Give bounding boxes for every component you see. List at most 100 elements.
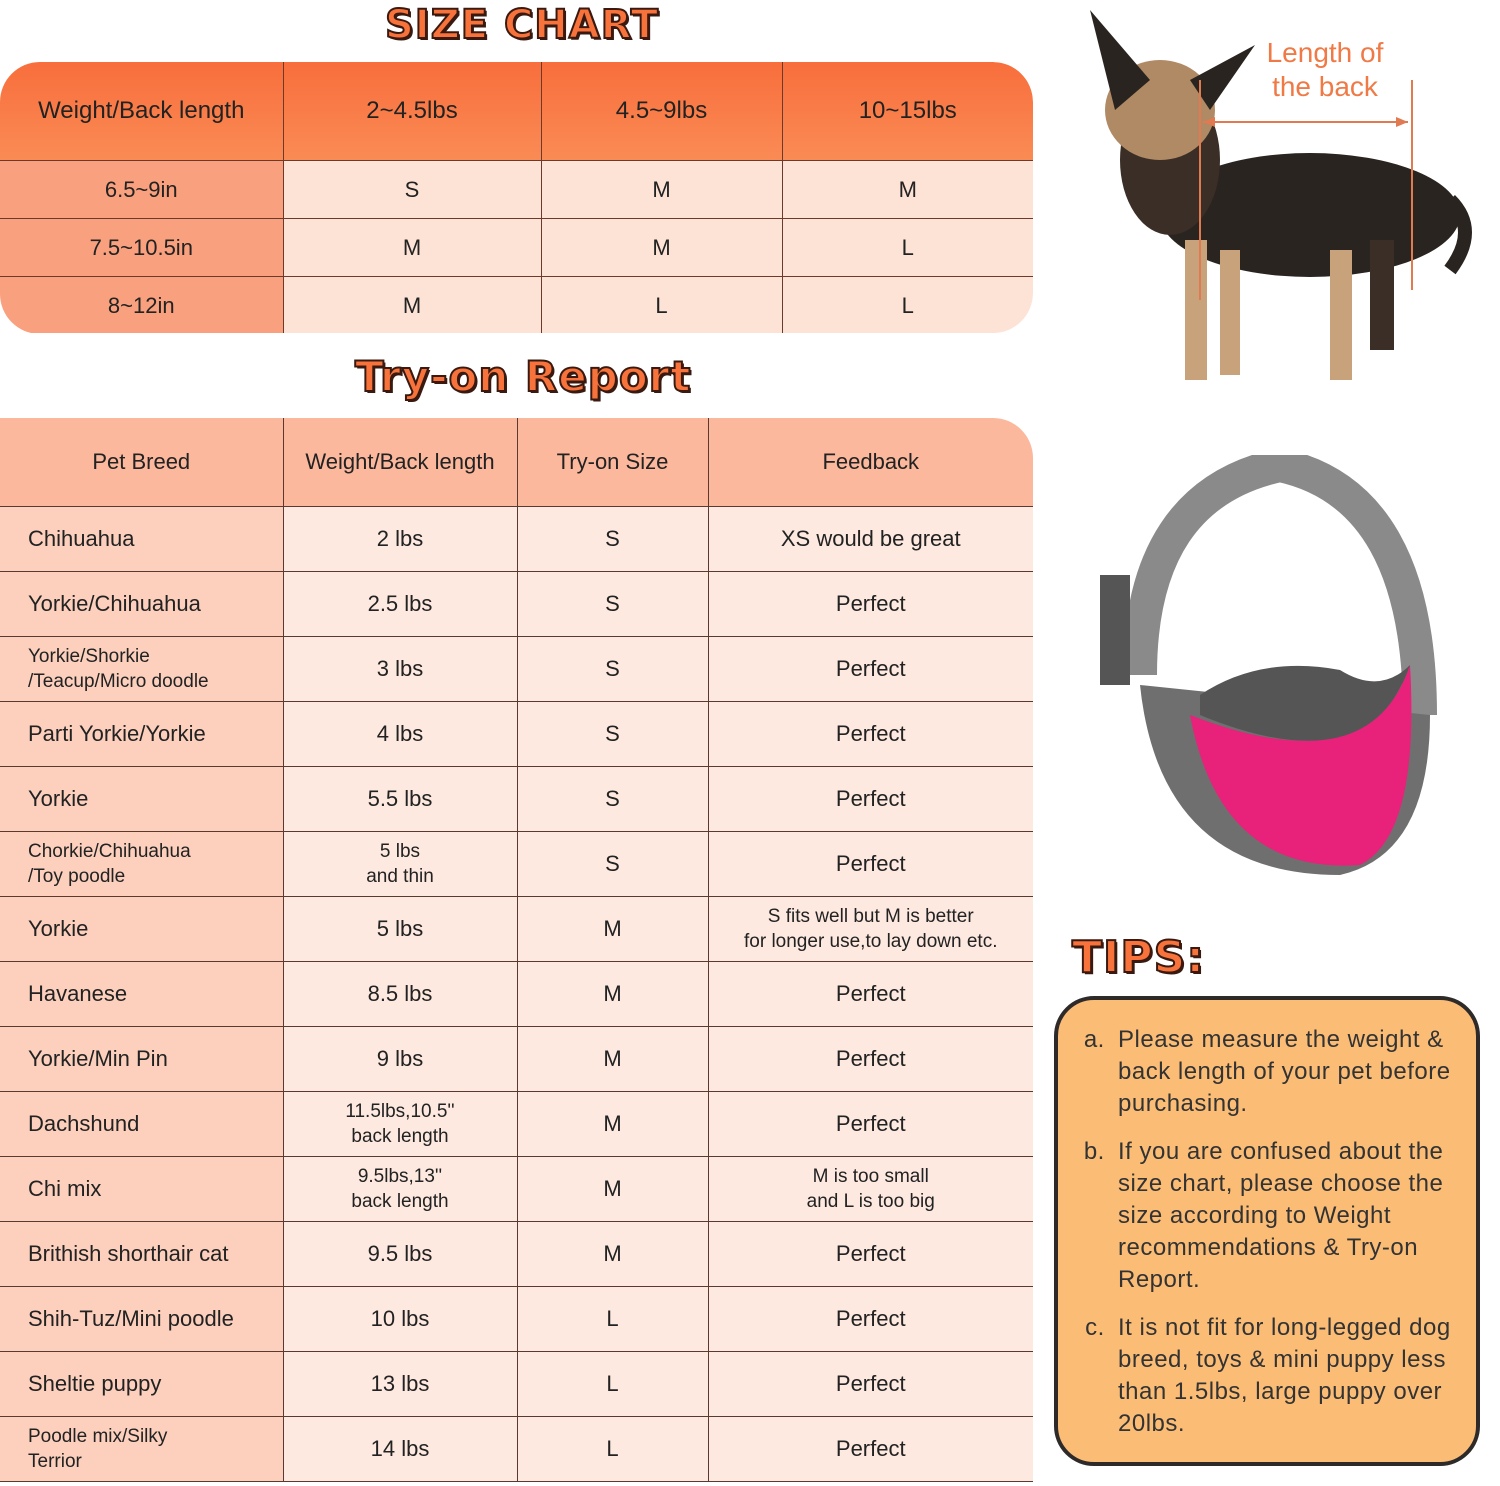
table-cell: M bbox=[540, 218, 783, 277]
column-header: 2~4.5lbs bbox=[282, 62, 542, 161]
table-cell: Perfect bbox=[707, 1286, 1033, 1352]
table-cell: Dachshund bbox=[0, 1091, 284, 1157]
table-cell: M bbox=[540, 160, 783, 219]
table-cell: Yorkie bbox=[0, 766, 284, 832]
tips-box: Please measure the weight & back length … bbox=[1054, 996, 1480, 1466]
table-cell: Yorkie/Min Pin bbox=[0, 1026, 284, 1092]
back-length-label: Length of the back bbox=[1266, 37, 1384, 102]
table-row: Parti Yorkie/Yorkie 4 lbs S Perfect bbox=[0, 701, 1033, 767]
table-cell: L bbox=[516, 1286, 709, 1352]
table-cell: S bbox=[516, 701, 709, 767]
table-cell: M bbox=[516, 961, 709, 1027]
table-cell: M bbox=[516, 1221, 709, 1287]
dog-image bbox=[1090, 10, 1472, 380]
column-header: 4.5~9lbs bbox=[540, 62, 783, 161]
table-cell: 5 lbs bbox=[282, 896, 518, 962]
table-cell: XS would be great bbox=[707, 506, 1033, 572]
table-cell: Chi mix bbox=[0, 1156, 284, 1222]
table-cell: Parti Yorkie/Yorkie bbox=[0, 701, 284, 767]
table-cell: M is too small and L is too big bbox=[707, 1156, 1033, 1222]
table-cell: M bbox=[282, 276, 542, 333]
table-cell: Perfect bbox=[707, 701, 1033, 767]
table-cell: Yorkie/Chihuahua bbox=[0, 571, 284, 637]
column-header: Weight/Back length bbox=[0, 62, 284, 161]
table-cell: 8~12in bbox=[0, 276, 284, 333]
column-header: 10~15lbs bbox=[781, 62, 1033, 161]
column-header: Pet Breed bbox=[0, 418, 284, 507]
table-row: 7.5~10.5in M M L bbox=[0, 218, 1033, 277]
column-header: Try-on Size bbox=[516, 418, 709, 507]
tip-item: If you are confused about the size chart… bbox=[1112, 1136, 1464, 1296]
table-cell: Chorkie/Chihuahua /Toy poodle bbox=[0, 831, 284, 897]
table-cell: 9.5 lbs bbox=[282, 1221, 518, 1287]
table-cell: 5 lbs and thin bbox=[282, 831, 518, 897]
table-cell: Perfect bbox=[707, 1091, 1033, 1157]
table-row: 8~12in M L L bbox=[0, 276, 1033, 333]
table-cell: L bbox=[781, 276, 1033, 333]
try-on-title: Try-on Report bbox=[354, 351, 692, 402]
size-chart: Weight/Back length 2~4.5lbs 4.5~9lbs 10~15l… bbox=[0, 62, 1033, 333]
header-row: Pet Breed Weight/Back length Try-on Size Fe… bbox=[0, 418, 1033, 507]
table-cell: 3 lbs bbox=[282, 636, 518, 702]
table-cell: 7.5~10.5in bbox=[0, 218, 284, 277]
table-cell: 14 lbs bbox=[282, 1416, 518, 1482]
table-cell: Chihuahua bbox=[0, 506, 284, 572]
table-cell: Brithish shorthair cat bbox=[0, 1221, 284, 1287]
table-cell: Yorkie bbox=[0, 896, 284, 962]
table-cell: 2 lbs bbox=[282, 506, 518, 572]
tip-item: Please measure the weight & back length … bbox=[1112, 1024, 1464, 1120]
table-row: Havanese 8.5 lbs M Perfect bbox=[0, 961, 1033, 1027]
table-row: Yorkie/Min Pin 9 lbs M Perfect bbox=[0, 1026, 1033, 1092]
table-row: 6.5~9in S M M bbox=[0, 160, 1033, 219]
table-cell: 10 lbs bbox=[282, 1286, 518, 1352]
table-row: Yorkie 5 lbs M S fits well but M is better … bbox=[0, 896, 1033, 962]
table-cell: L bbox=[540, 276, 783, 333]
table-row: Yorkie/Chihuahua 2.5 lbs S Perfect bbox=[0, 571, 1033, 637]
tips-title: TIPS: bbox=[1071, 931, 1205, 984]
table-cell: Yorkie/Shorkie /Teacup/Micro doodle bbox=[0, 636, 284, 702]
table-cell: Perfect bbox=[707, 1416, 1033, 1482]
table-cell: S bbox=[516, 506, 709, 572]
table-row: Chorkie/Chihuahua /Toy poodle 5 lbs and t… bbox=[0, 831, 1033, 897]
table-cell: L bbox=[781, 218, 1033, 277]
table-cell: Perfect bbox=[707, 831, 1033, 897]
table-cell: M bbox=[516, 1026, 709, 1092]
table-row: Yorkie 5.5 lbs S Perfect bbox=[0, 766, 1033, 832]
try-on-report-table: Pet Breed Weight/Back length Try-on Size Fe… bbox=[0, 418, 1033, 1486]
table-cell: S fits well but M is better for longer u… bbox=[707, 896, 1033, 962]
table-cell: 8.5 lbs bbox=[282, 961, 518, 1027]
table-row: Poodle mix/Silky Terrior 14 lbs L Perfect bbox=[0, 1416, 1033, 1482]
column-header: Weight/Back length bbox=[282, 418, 518, 507]
table-cell: L bbox=[516, 1416, 709, 1482]
tip-item: It is not fit for long-legged dog breed,… bbox=[1112, 1312, 1464, 1440]
table-cell: 9.5lbs,13'' back length bbox=[282, 1156, 518, 1222]
table-row: Chi mix 9.5lbs,13'' back length M M is too … bbox=[0, 1156, 1033, 1222]
table-cell: L bbox=[516, 1351, 709, 1417]
table-cell: Perfect bbox=[707, 1026, 1033, 1092]
table-cell: S bbox=[516, 831, 709, 897]
table-cell: 11.5lbs,10.5'' back length bbox=[282, 1091, 518, 1157]
pet-sling-bag-image bbox=[1100, 455, 1437, 875]
size-chart-title: SIZE CHART bbox=[384, 1, 660, 49]
table-cell: Perfect bbox=[707, 1351, 1033, 1417]
table-cell: M bbox=[516, 896, 709, 962]
table-cell: 5.5 lbs bbox=[282, 766, 518, 832]
table-cell: Sheltie puppy bbox=[0, 1351, 284, 1417]
table-cell: 4 lbs bbox=[282, 701, 518, 767]
table-cell: Havanese bbox=[0, 961, 284, 1027]
table-cell: M bbox=[516, 1091, 709, 1157]
table-row: Dachshund 11.5lbs,10.5'' back length M Perf… bbox=[0, 1091, 1033, 1157]
table-cell: Perfect bbox=[707, 571, 1033, 637]
header-row: Weight/Back length 2~4.5lbs 4.5~9lbs 10~15l… bbox=[0, 62, 1033, 161]
table-cell: M bbox=[282, 218, 542, 277]
table-cell: 2.5 lbs bbox=[282, 571, 518, 637]
table-row: Yorkie/Shorkie /Teacup/Micro doodle 3 lbs… bbox=[0, 636, 1033, 702]
table-cell: 13 lbs bbox=[282, 1351, 518, 1417]
table-cell: Perfect bbox=[707, 1221, 1033, 1287]
table-cell: Shih-Tuz/Mini poodle bbox=[0, 1286, 284, 1352]
table-cell: M bbox=[781, 160, 1033, 219]
table-row: Sheltie puppy 13 lbs L Perfect bbox=[0, 1351, 1033, 1417]
table-row: Brithish shorthair cat 9.5 lbs M Perfect bbox=[0, 1221, 1033, 1287]
table-cell: S bbox=[516, 571, 709, 637]
table-cell: S bbox=[282, 160, 542, 219]
